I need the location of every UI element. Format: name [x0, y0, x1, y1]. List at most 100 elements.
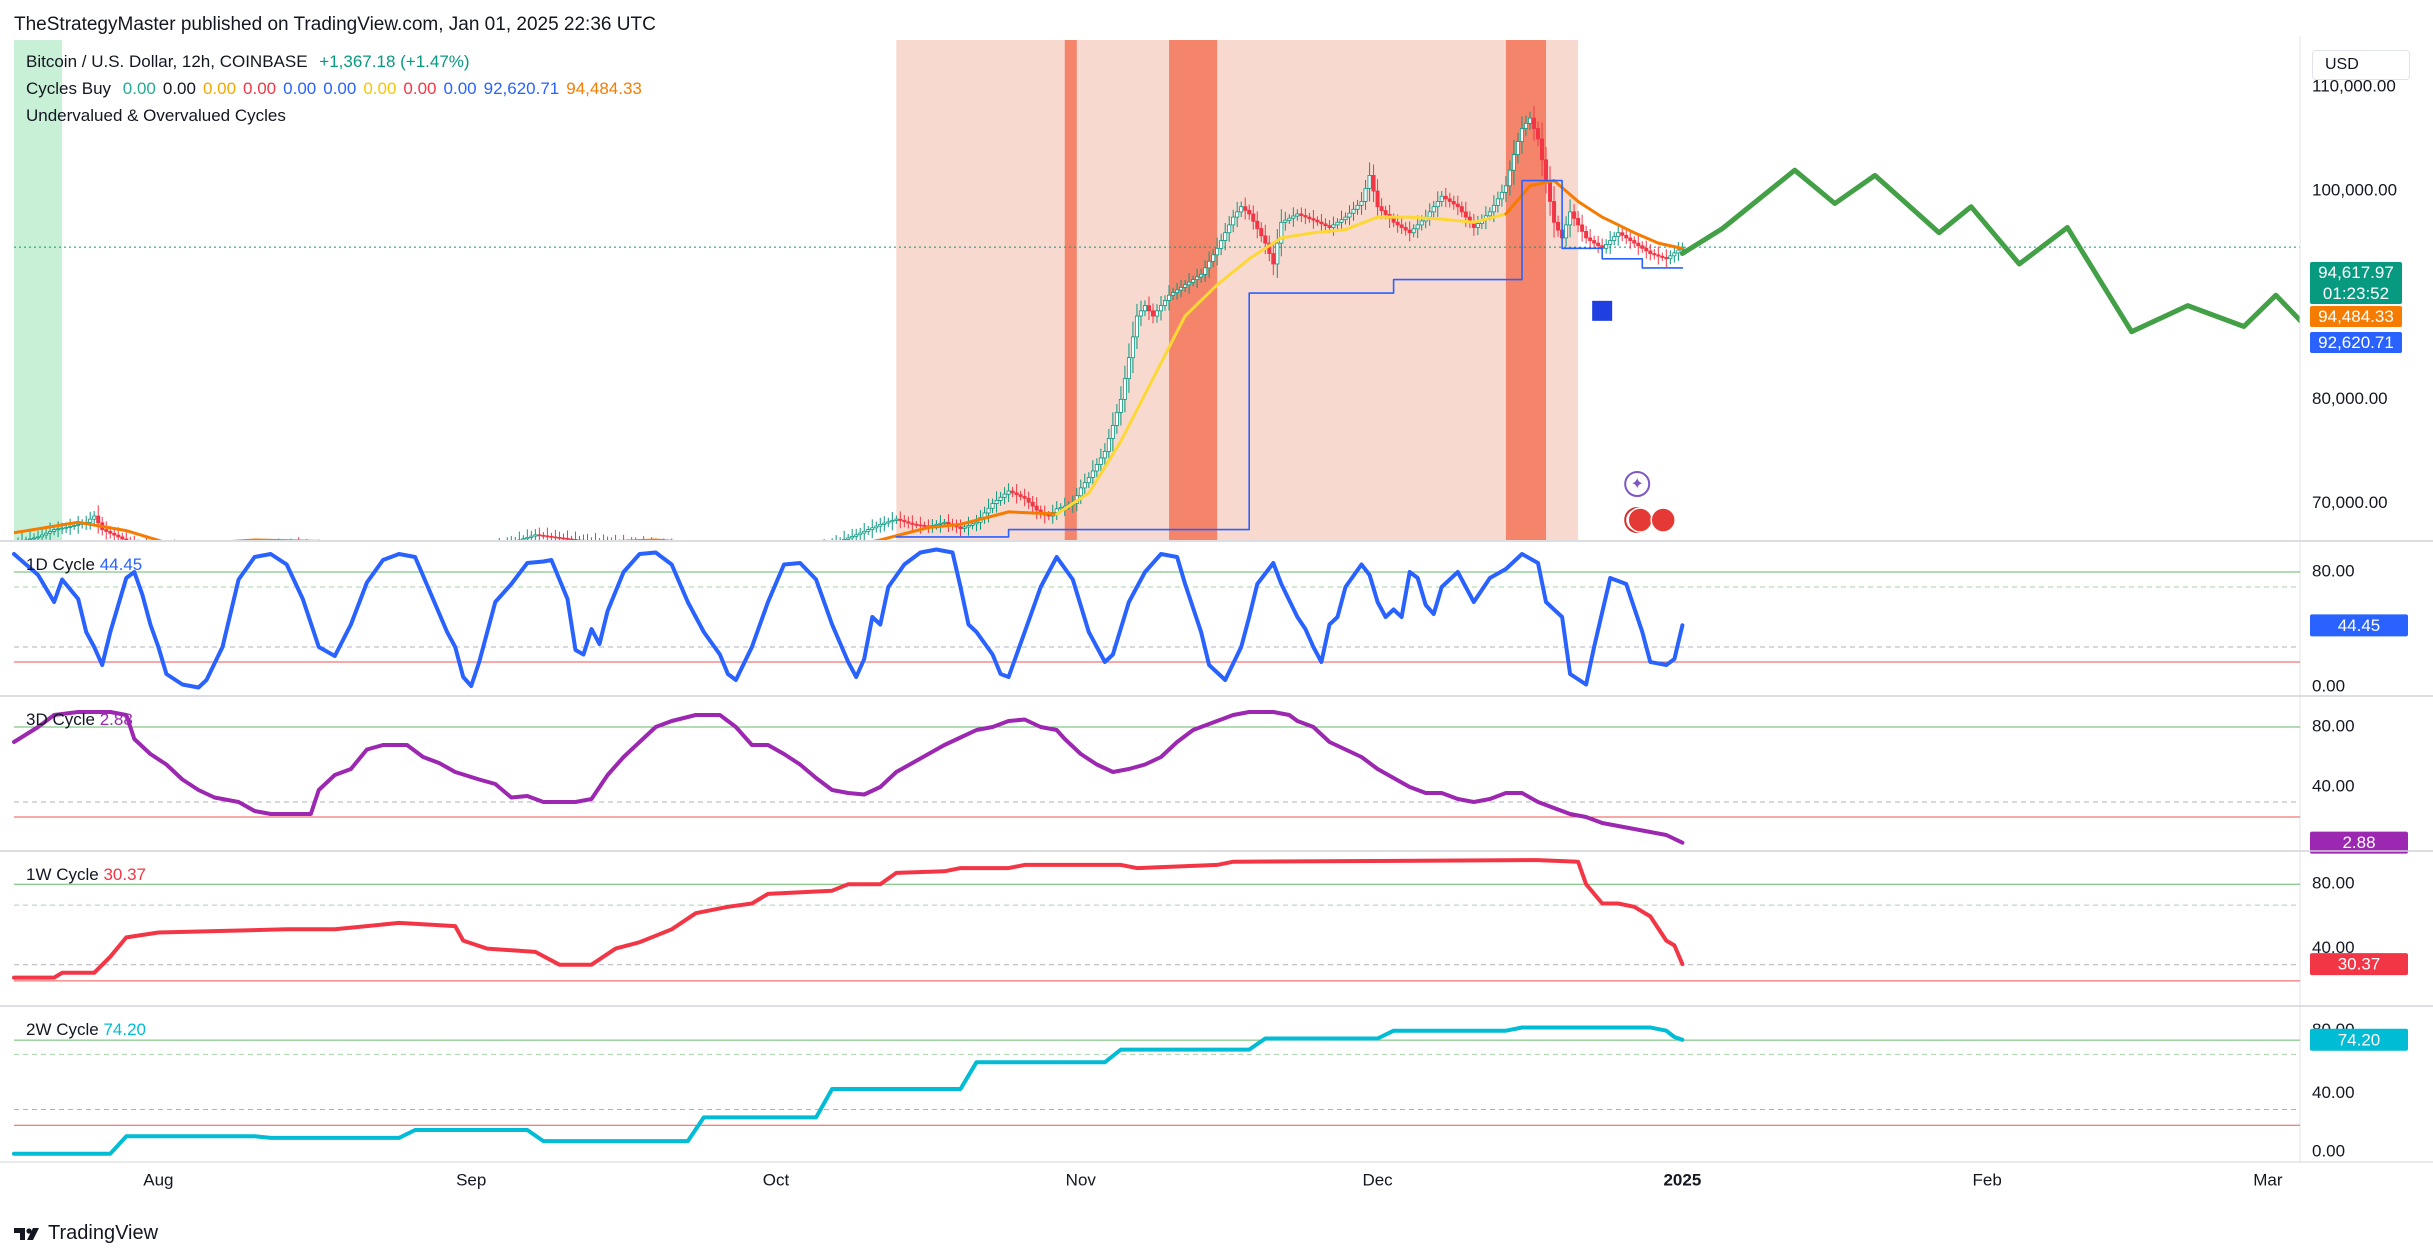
- candle-body: [722, 552, 725, 553]
- candle-body: [831, 544, 834, 546]
- indicator-value-1: 0.00: [162, 79, 196, 98]
- candle-body: [1150, 310, 1155, 317]
- candle-body: [365, 552, 368, 553]
- candle-body: [1319, 221, 1324, 225]
- candle-body: [1082, 482, 1087, 489]
- candle-body: [1523, 122, 1528, 129]
- pane-value-tag: [2310, 614, 2408, 637]
- candle-body: [1299, 213, 1304, 216]
- candle-body: [1014, 492, 1019, 496]
- currency-button[interactable]: USD: [2312, 50, 2410, 80]
- candle-body: [634, 544, 637, 545]
- candle-body: [1548, 180, 1553, 202]
- candles: [17, 106, 1685, 561]
- candle-body: [333, 549, 336, 550]
- candle-body: [815, 550, 818, 551]
- candle-body: [557, 536, 562, 539]
- candle-body: [694, 550, 697, 551]
- candle-body: [466, 557, 469, 558]
- pane-axis-tick: 40.00: [2312, 776, 2355, 795]
- candle-body: [870, 527, 875, 530]
- candle-body: [962, 526, 967, 529]
- candle-body: [990, 503, 995, 509]
- candle-body: [658, 545, 661, 546]
- ma-segment: [1408, 215, 1444, 221]
- candle-body: [642, 544, 645, 545]
- indicator-value-2: 0.00: [202, 79, 237, 98]
- indicator-value-7: 0.00: [403, 79, 437, 98]
- candle-body: [373, 553, 376, 554]
- candle-body: [782, 555, 785, 556]
- pane-label-value: 44.45: [100, 555, 143, 574]
- us-flag-icon[interactable]: [1650, 507, 1676, 533]
- candle-body: [1544, 159, 1549, 182]
- candle-body: [561, 537, 566, 540]
- candle-body: [774, 555, 777, 556]
- candle-body: [918, 524, 923, 527]
- pane-label: 1D Cycle 44.45: [26, 555, 142, 574]
- candle-body: [1463, 211, 1468, 218]
- us-flag-icon[interactable]: [1627, 507, 1653, 533]
- candle-body: [533, 534, 538, 537]
- candle-body: [1090, 470, 1095, 478]
- candle-body: [1531, 117, 1536, 129]
- candle-body: [1375, 190, 1380, 208]
- pane-label: 2W Cycle 74.20: [26, 1020, 146, 1039]
- event-star-icon[interactable]: [1624, 471, 1651, 497]
- candle-body: [1022, 496, 1027, 499]
- candle-body: [1191, 279, 1196, 283]
- candle-body: [120, 536, 125, 540]
- candle-body: [553, 536, 558, 539]
- indicator2-name[interactable]: Undervalued & Overvalued Cycles: [26, 106, 286, 125]
- ma-segment: [455, 543, 575, 550]
- candle-body: [32, 537, 37, 540]
- candle-body: [357, 551, 360, 552]
- indicator-value-10: 94,484.33: [566, 79, 642, 98]
- candle-body: [686, 549, 689, 550]
- candle-body: [1644, 247, 1649, 252]
- pane-value-tag: [2310, 1028, 2408, 1051]
- candle-body: [545, 535, 550, 538]
- ma-segment: [1472, 212, 1508, 224]
- candle-body: [201, 549, 204, 550]
- candle-body: [854, 534, 859, 537]
- pane-label-name: 1W Cycle: [26, 865, 103, 884]
- legend-symbol[interactable]: Bitcoin / U.S. Dollar, 12h, COINBASE: [26, 52, 308, 71]
- indicator2-legend: Undervalued & Overvalued Cycles: [26, 106, 293, 126]
- candle-body: [1383, 210, 1388, 215]
- candle-body: [157, 547, 160, 548]
- candle-body: [682, 548, 685, 549]
- price-tag: 94,484.33: [2310, 306, 2402, 327]
- candle-body: [458, 560, 461, 561]
- indicator-value-6: 0.00: [363, 79, 397, 98]
- candle-body: [898, 518, 903, 521]
- candle-body: [337, 549, 340, 550]
- candle-body: [470, 556, 473, 557]
- candle-body: [754, 554, 757, 555]
- indicator-name[interactable]: Cycles Buy: [26, 79, 112, 98]
- candle-body: [1175, 289, 1180, 294]
- candle-body: [1435, 201, 1440, 208]
- ma-segment: [1055, 491, 1091, 516]
- candle-body: [1367, 175, 1372, 189]
- candle-body: [650, 545, 653, 546]
- pane-label-name: 1D Cycle: [26, 555, 100, 574]
- candle-body: [1146, 305, 1151, 312]
- candle-body: [345, 550, 348, 551]
- candle-body: [76, 523, 81, 526]
- cycle-line-0: [12, 547, 1685, 690]
- candle-body: [734, 553, 737, 554]
- candle-body: [762, 555, 765, 556]
- candle-body: [1427, 211, 1432, 218]
- candle-body: [1391, 217, 1396, 223]
- candle-body: [165, 547, 168, 548]
- candle-body: [313, 547, 316, 548]
- ma-group: [14, 179, 1684, 550]
- candle-body: [52, 529, 57, 532]
- zone-strong: [1505, 40, 1547, 540]
- time-axis-label: Nov: [1066, 1170, 1097, 1189]
- candle-body: [438, 559, 441, 560]
- candle-body: [317, 547, 320, 548]
- candle-body: [1275, 242, 1280, 265]
